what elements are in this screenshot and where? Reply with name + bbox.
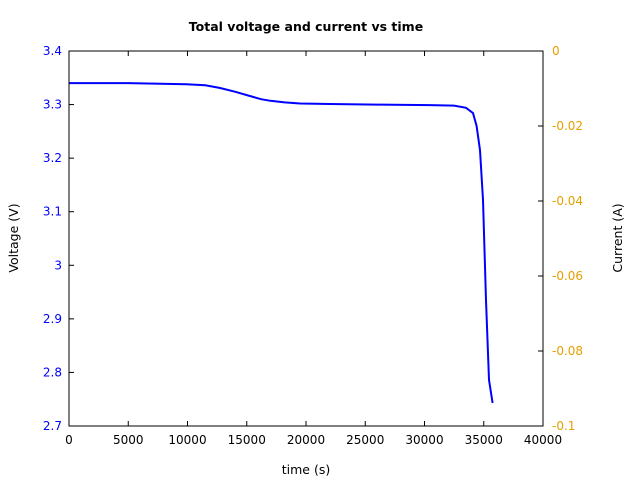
y2-tick-label: -0.02 — [552, 119, 583, 133]
x-tick-label: 30000 — [405, 433, 443, 447]
x-tick-label: 20000 — [287, 433, 325, 447]
y2-axis-label: Current (A) — [610, 203, 625, 272]
y2-tick-label: -0.1 — [552, 419, 575, 433]
y2-tick-label: -0.04 — [552, 194, 583, 208]
y-tick-label: 3.1 — [43, 205, 62, 219]
y-tick-label: 2.7 — [43, 419, 62, 433]
y-tick-label: 2.8 — [43, 365, 62, 379]
chart-title: Total voltage and current vs time — [189, 19, 423, 34]
x-tick-label: 0 — [65, 433, 73, 447]
y-tick-label: 3 — [54, 258, 62, 272]
y-tick-label: 3.4 — [43, 44, 62, 58]
x-tick-label: 15000 — [228, 433, 266, 447]
y-tick-label: 3.3 — [43, 98, 62, 112]
x-tick-label: 35000 — [465, 433, 503, 447]
plot-frame — [68, 50, 544, 427]
x-tick-label: 10000 — [168, 433, 206, 447]
y-tick-label: 3.2 — [43, 151, 62, 165]
y-tick-label: 2.9 — [43, 312, 62, 326]
y2-tick-label: -0.06 — [552, 269, 583, 283]
voltage-series-line — [69, 82, 494, 404]
y-axis-label: Voltage (V) — [6, 203, 21, 272]
y2-tick-label: 0 — [552, 44, 560, 58]
x-tick-label: 25000 — [346, 433, 384, 447]
x-tick-label: 40000 — [524, 433, 562, 447]
y2-tick-label: -0.08 — [552, 344, 583, 358]
x-axis-label: time (s) — [282, 462, 330, 477]
x-tick-label: 5000 — [113, 433, 144, 447]
